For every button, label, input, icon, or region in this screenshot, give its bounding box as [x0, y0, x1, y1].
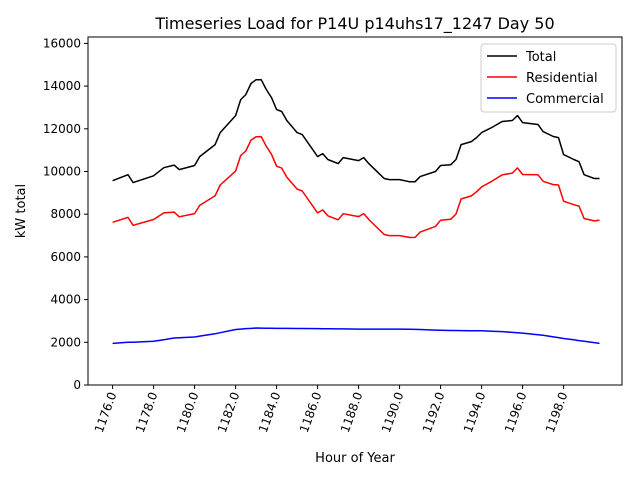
x-axis-label: Hour of Year	[315, 451, 395, 466]
x-tick-label: 1178.0	[133, 390, 161, 434]
y-tick-label: 8000	[50, 207, 81, 221]
y-tick-label: 10000	[43, 165, 81, 179]
x-tick-label: 1192.0	[420, 390, 448, 434]
y-axis-label: kW total	[14, 184, 29, 238]
legend-label-total: Total	[525, 50, 556, 65]
y-tick-label: 12000	[43, 122, 81, 136]
plot-frame	[87, 36, 623, 386]
x-tick-label: 1190.0	[379, 390, 407, 434]
x-tick-label: 1186.0	[297, 390, 325, 434]
legend: Total Residential Commercial	[480, 43, 617, 113]
series-line-residential	[112, 135, 600, 239]
series-line-commercial	[112, 327, 600, 345]
x-tick-label: 1188.0	[338, 390, 366, 434]
y-tick-label: 16000	[43, 36, 81, 50]
x-tick-label: 1184.0	[256, 390, 284, 434]
legend-box	[480, 43, 617, 113]
x-tick-label: 1196.0	[502, 390, 530, 434]
y-tick-label: 0	[73, 378, 81, 392]
y-tick-label: 14000	[43, 79, 81, 93]
y-tick-label: 6000	[50, 250, 81, 264]
x-tick-label: 1182.0	[215, 390, 243, 434]
legend-label-residential: Residential	[526, 71, 598, 86]
x-tick-label: 1176.0	[92, 390, 120, 434]
x-tick-label: 1194.0	[461, 390, 489, 434]
y-tick-label: 4000	[50, 293, 81, 307]
x-tick-label: 1180.0	[174, 390, 202, 434]
series-line-total	[112, 78, 600, 184]
legend-label-commercial: Commercial	[526, 92, 604, 107]
x-tick-label: 1198.0	[543, 390, 571, 434]
y-tick-label: 2000	[50, 335, 81, 349]
chart-title: Timeseries Load for P14U p14uhs17_1247 D…	[154, 14, 554, 34]
